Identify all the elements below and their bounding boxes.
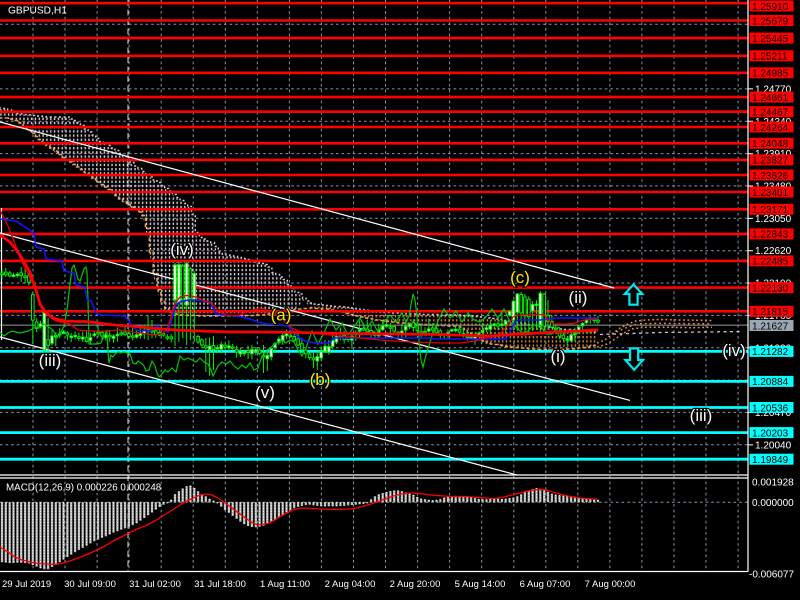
svg-text:1.23626: 1.23626 <box>752 171 789 182</box>
svg-text:1.22843: 1.22843 <box>752 230 789 241</box>
svg-text:1.21282: 1.21282 <box>752 347 789 358</box>
svg-text:1.23171: 1.23171 <box>752 205 789 216</box>
svg-text:1.20203: 1.20203 <box>752 428 789 439</box>
svg-text:(v): (v) <box>255 383 275 402</box>
svg-text:0.000000: 0.000000 <box>752 498 794 509</box>
svg-text:(a): (a) <box>271 306 292 325</box>
svg-text:(iii): (iii) <box>39 351 62 370</box>
svg-text:1.24264: 1.24264 <box>752 123 789 134</box>
svg-text:1.24661: 1.24661 <box>752 93 789 104</box>
svg-text:1.24467: 1.24467 <box>752 108 789 119</box>
svg-text:MACD(12,26,9) 0.000226 0.00024: MACD(12,26,9) 0.000226 0.000248 <box>6 483 162 494</box>
svg-text:(iii): (iii) <box>690 406 713 425</box>
svg-text:1.21815: 1.21815 <box>752 307 789 318</box>
svg-text:29 Jul 2019: 29 Jul 2019 <box>2 579 51 590</box>
svg-text:1.24985: 1.24985 <box>752 69 789 80</box>
svg-text:0.001928: 0.001928 <box>752 478 794 489</box>
svg-text:1.25679: 1.25679 <box>752 16 789 27</box>
svg-text:GBPUSD,H1: GBPUSD,H1 <box>8 6 67 17</box>
svg-text:1.25445: 1.25445 <box>752 34 789 45</box>
svg-text:30 Jul 09:00: 30 Jul 09:00 <box>64 579 116 590</box>
svg-text:1.20884: 1.20884 <box>752 377 789 388</box>
svg-text:1.21627: 1.21627 <box>752 321 789 332</box>
svg-text:1.20470: 1.20470 <box>755 408 792 419</box>
svg-text:(ii): (ii) <box>569 288 588 307</box>
svg-text:1.20536: 1.20536 <box>752 403 789 414</box>
svg-text:(iv): (iv) <box>170 240 194 259</box>
svg-text:1.22485: 1.22485 <box>752 257 789 268</box>
svg-text:1.22620: 1.22620 <box>755 246 792 257</box>
svg-text:5 Aug 14:00: 5 Aug 14:00 <box>455 579 506 590</box>
svg-text:1.22130: 1.22130 <box>752 283 789 294</box>
svg-text:1.24048: 1.24048 <box>752 139 789 150</box>
svg-text:31 Jul 18:00: 31 Jul 18:00 <box>194 579 246 590</box>
svg-text:1.25910: 1.25910 <box>752 2 789 13</box>
svg-text:1.25211: 1.25211 <box>752 52 788 63</box>
svg-text:1.23401: 1.23401 <box>752 188 789 199</box>
svg-text:1 Aug 11:00: 1 Aug 11:00 <box>260 579 310 590</box>
svg-text:(c): (c) <box>510 268 530 287</box>
svg-text:-0.006077: -0.006077 <box>749 570 794 581</box>
svg-text:31 Jul 02:00: 31 Jul 02:00 <box>129 579 181 590</box>
svg-text:2 Aug 20:00: 2 Aug 20:00 <box>390 579 441 590</box>
svg-text:(iv): (iv) <box>722 341 746 360</box>
svg-text:6 Aug 07:00: 6 Aug 07:00 <box>520 579 571 590</box>
svg-text:1.24770: 1.24770 <box>755 84 792 95</box>
svg-text:1.23050: 1.23050 <box>755 214 792 225</box>
svg-text:1.19849: 1.19849 <box>752 455 789 466</box>
svg-text:1.20040: 1.20040 <box>755 440 792 451</box>
svg-text:7 Aug 00:00: 7 Aug 00:00 <box>585 579 636 590</box>
svg-text:2 Aug 04:00: 2 Aug 04:00 <box>325 579 376 590</box>
svg-text:1.23827: 1.23827 <box>752 156 789 167</box>
svg-text:(i): (i) <box>550 347 565 366</box>
svg-text:(b): (b) <box>310 370 331 389</box>
